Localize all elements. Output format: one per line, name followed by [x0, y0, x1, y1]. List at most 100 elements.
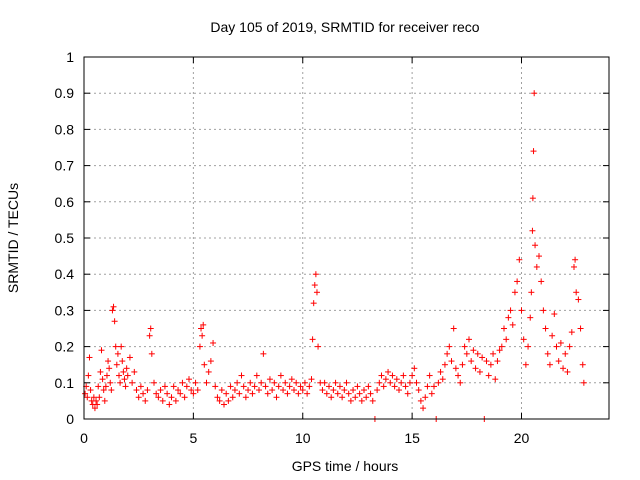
data-point [277, 372, 284, 379]
data-point [140, 390, 147, 397]
data-point [146, 332, 153, 339]
data-point [201, 361, 208, 368]
y-tick-label: 0.9 [55, 85, 75, 101]
data-point [566, 343, 573, 350]
data-point [525, 343, 532, 350]
y-tick-label: 0.3 [55, 302, 75, 318]
y-tick-label: 0.8 [55, 121, 75, 137]
data-point [568, 329, 575, 336]
data-point [97, 368, 104, 375]
data-point [312, 271, 319, 278]
data-point [155, 394, 162, 401]
data-point [85, 372, 92, 379]
data-point [560, 365, 567, 372]
data-point [518, 307, 525, 314]
data-point [234, 379, 241, 386]
data-point [323, 390, 330, 397]
data-point [131, 368, 138, 375]
data-point [564, 368, 571, 375]
x-tick-label: 0 [80, 430, 88, 446]
data-point [293, 379, 300, 386]
data-point [166, 401, 173, 408]
data-point [159, 397, 166, 404]
data-point [528, 289, 535, 296]
data-point [573, 289, 580, 296]
plot-frame [83, 56, 610, 420]
data-point [334, 390, 341, 397]
data-point [315, 343, 322, 350]
y-axis-label: SRMTID / TECUs [5, 183, 21, 293]
data-point [114, 350, 121, 357]
data-point [476, 368, 483, 375]
data-point [533, 263, 540, 270]
data-point [264, 390, 271, 397]
data-point [417, 397, 424, 404]
data-point [297, 383, 304, 390]
data-point [382, 376, 389, 383]
data-point [365, 383, 372, 390]
data-point [474, 350, 481, 357]
data-point [240, 383, 247, 390]
data-point [142, 397, 149, 404]
data-point [549, 332, 556, 339]
data-point [147, 325, 154, 332]
data-point [551, 311, 558, 318]
data-point [194, 387, 201, 394]
data-point [207, 358, 214, 365]
data-point [406, 379, 413, 386]
data-point [530, 148, 537, 155]
data-point [354, 383, 361, 390]
data-point [291, 387, 297, 394]
data-point [529, 195, 536, 202]
data-point [553, 343, 560, 350]
data-point [461, 343, 468, 350]
grid-lines [84, 57, 609, 419]
data-point [103, 372, 110, 379]
data-point [479, 354, 486, 361]
data-point [253, 372, 260, 379]
data-point [186, 376, 192, 383]
data-point [164, 390, 171, 397]
data-point [356, 390, 363, 397]
data-point [135, 394, 142, 401]
data-point [100, 387, 107, 394]
data-point [122, 383, 129, 390]
data-point [231, 387, 238, 394]
data-point [107, 379, 114, 386]
data-point [398, 379, 405, 386]
data-point [389, 372, 396, 379]
data-point [496, 347, 503, 354]
data-point [536, 253, 542, 260]
data-point [400, 372, 407, 379]
data-point [95, 383, 102, 390]
data-point [199, 332, 206, 339]
x-axis-label: GPS time / hours [292, 458, 399, 474]
data-point [170, 383, 177, 390]
data-point [94, 401, 101, 408]
data-point [112, 343, 119, 350]
data-point [123, 365, 130, 372]
data-point [309, 336, 316, 343]
data-point [431, 383, 437, 390]
data-point [121, 376, 128, 383]
data-point [532, 242, 539, 249]
data-point [579, 361, 586, 368]
data-point [271, 379, 278, 386]
data-point [363, 394, 370, 401]
data-point [487, 361, 494, 368]
data-point [273, 394, 280, 401]
data-point [422, 394, 429, 401]
y-tick-label: 0.6 [55, 194, 75, 210]
data-point [514, 278, 521, 285]
data-point [575, 296, 582, 303]
data-point [190, 390, 197, 397]
data-point [435, 379, 442, 386]
data-point [378, 372, 385, 379]
axis-ticks: 00.10.20.30.40.50.60.70.80.910 5 10 15 20 [55, 49, 609, 446]
data-point [420, 405, 427, 412]
data-point [503, 336, 510, 343]
data-point [181, 394, 188, 401]
data-point [275, 383, 282, 390]
data-point [409, 372, 416, 379]
data-point [328, 394, 335, 401]
